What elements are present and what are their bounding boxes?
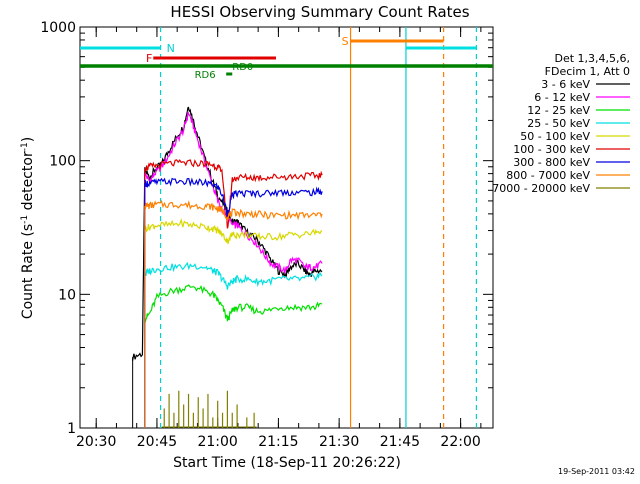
legend-entry-label: 12 - 25 keV	[527, 104, 590, 117]
series-line-50-100	[144, 217, 323, 244]
plot-frame	[79, 26, 494, 429]
x-tick-label: 22:00	[440, 434, 480, 450]
legend-entry-label: 3 - 6 keV	[541, 78, 590, 91]
rd6-label: RD6	[195, 70, 216, 81]
legend-header: FDecim 1, Att 0	[545, 65, 630, 78]
legend-entry-label: 100 - 300 keV	[513, 143, 590, 156]
series-line-100-300	[144, 159, 323, 229]
series-line-800-7000	[144, 199, 323, 222]
x-tick-label: 21:15	[258, 434, 298, 450]
legend-entry-label: 50 - 100 keV	[520, 130, 590, 143]
saa-label: S	[342, 35, 349, 48]
rd0-label: RD0	[232, 62, 253, 73]
x-tick-label: 21:45	[380, 434, 420, 450]
series-line-25-50	[144, 261, 323, 290]
x-tick-label: 20:30	[76, 434, 116, 450]
chart-title: HESSI Observing Summary Count Rates	[170, 3, 469, 21]
y-tick-label: 1	[67, 421, 76, 437]
x-tick-label: 21:00	[197, 434, 237, 450]
series-line-300-800	[144, 177, 323, 218]
night-label: N	[167, 42, 175, 55]
y-tick-label: 100	[49, 154, 76, 170]
timestamp: 19-Sep-2011 03:42	[558, 467, 635, 476]
legend-header: Det 1,3,4,5,6,	[554, 52, 630, 65]
x-tick-label: 21:30	[319, 434, 359, 450]
x-tick-label: 20:45	[137, 434, 177, 450]
y-tick-label: 1000	[40, 20, 76, 36]
y-axis-label: Count Rate (s-1 detector-1)	[20, 137, 36, 319]
legend-entry-label: 25 - 50 keV	[527, 117, 590, 130]
series-line-12-25	[144, 284, 323, 323]
legend-entry-label: 6 - 12 keV	[534, 91, 590, 104]
x-axis-label: Start Time (18-Sep-11 20:26:22)	[173, 455, 401, 471]
legend-entry-label: 7000 - 20000 keV	[492, 182, 590, 195]
y-tick-label: 10	[58, 287, 76, 303]
legend-entry-label: 300 - 800 keV	[513, 156, 590, 169]
flare-label: F	[146, 52, 152, 65]
legend-entry-label: 800 - 7000 keV	[506, 169, 590, 182]
series-line-6-12	[144, 111, 323, 274]
